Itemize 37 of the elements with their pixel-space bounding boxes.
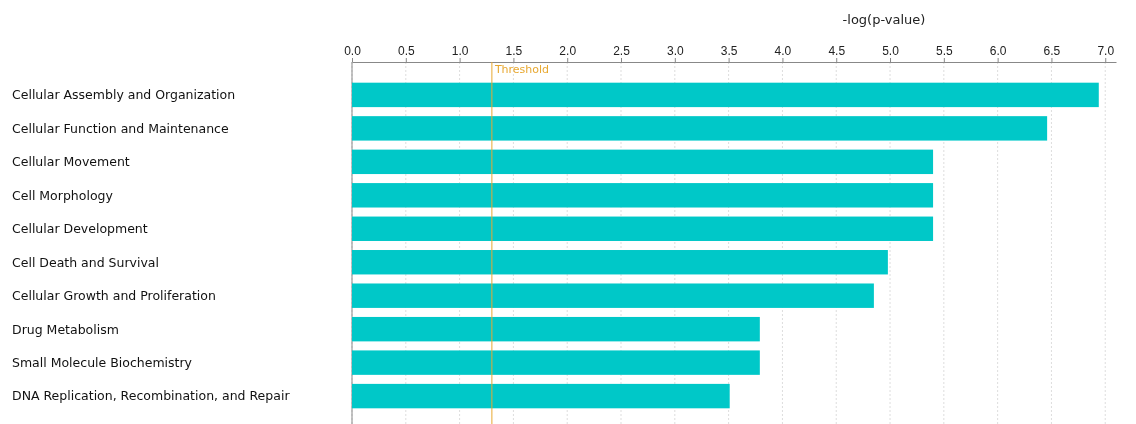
bar	[352, 116, 1048, 141]
bar	[352, 283, 874, 308]
y-tick-label: Cellular Development	[12, 221, 148, 237]
x-tick-label: 0.0	[344, 44, 362, 58]
x-tick-label: 6.0	[989, 44, 1007, 58]
y-tick-label: DNA Replication, Recombination, and Repair	[12, 388, 291, 404]
x-tick-label: 0.5	[397, 44, 415, 58]
y-tick-label: Cellular Function and Maintenance	[12, 120, 229, 136]
x-tick-label: 2.0	[559, 44, 577, 58]
x-tick-label: 4.5	[828, 44, 846, 58]
y-tick-label: Cell Morphology	[12, 187, 114, 203]
x-tick-label: 2.5	[613, 44, 631, 58]
bar	[352, 149, 934, 175]
bar	[352, 216, 934, 241]
y-tick-label: Cellular Movement	[12, 154, 130, 170]
bar	[352, 183, 934, 208]
x-tick-label: 7.0	[1097, 44, 1115, 58]
x-axis-title: -log(p-value)	[842, 12, 926, 27]
x-tick-label: 6.5	[1043, 44, 1061, 58]
ref-line-label: Threshold	[493, 63, 550, 76]
bar	[352, 316, 760, 342]
y-tick-label: Cellular Assembly and Organization	[12, 87, 236, 103]
bar	[352, 383, 730, 409]
x-tick-label: 1.0	[451, 44, 469, 58]
y-tick-label: Cellular Growth and Proliferation	[12, 288, 216, 304]
x-tick-label: 5.5	[935, 44, 953, 58]
y-tick-label: Cell Death and Survival	[12, 254, 159, 270]
x-tick-label: 4.0	[774, 44, 792, 58]
y-tick-label: Small Molecule Biochemistry	[12, 355, 193, 371]
y-tick-label: Drug Metabolism	[12, 321, 119, 337]
bar	[352, 250, 888, 275]
bar	[352, 350, 760, 375]
x-tick-label: 5.0	[882, 44, 900, 58]
x-tick-label: 1.5	[505, 44, 523, 58]
bar	[352, 82, 1099, 108]
x-tick-label: 3.5	[720, 44, 738, 58]
x-tick-label: 3.0	[666, 44, 684, 58]
